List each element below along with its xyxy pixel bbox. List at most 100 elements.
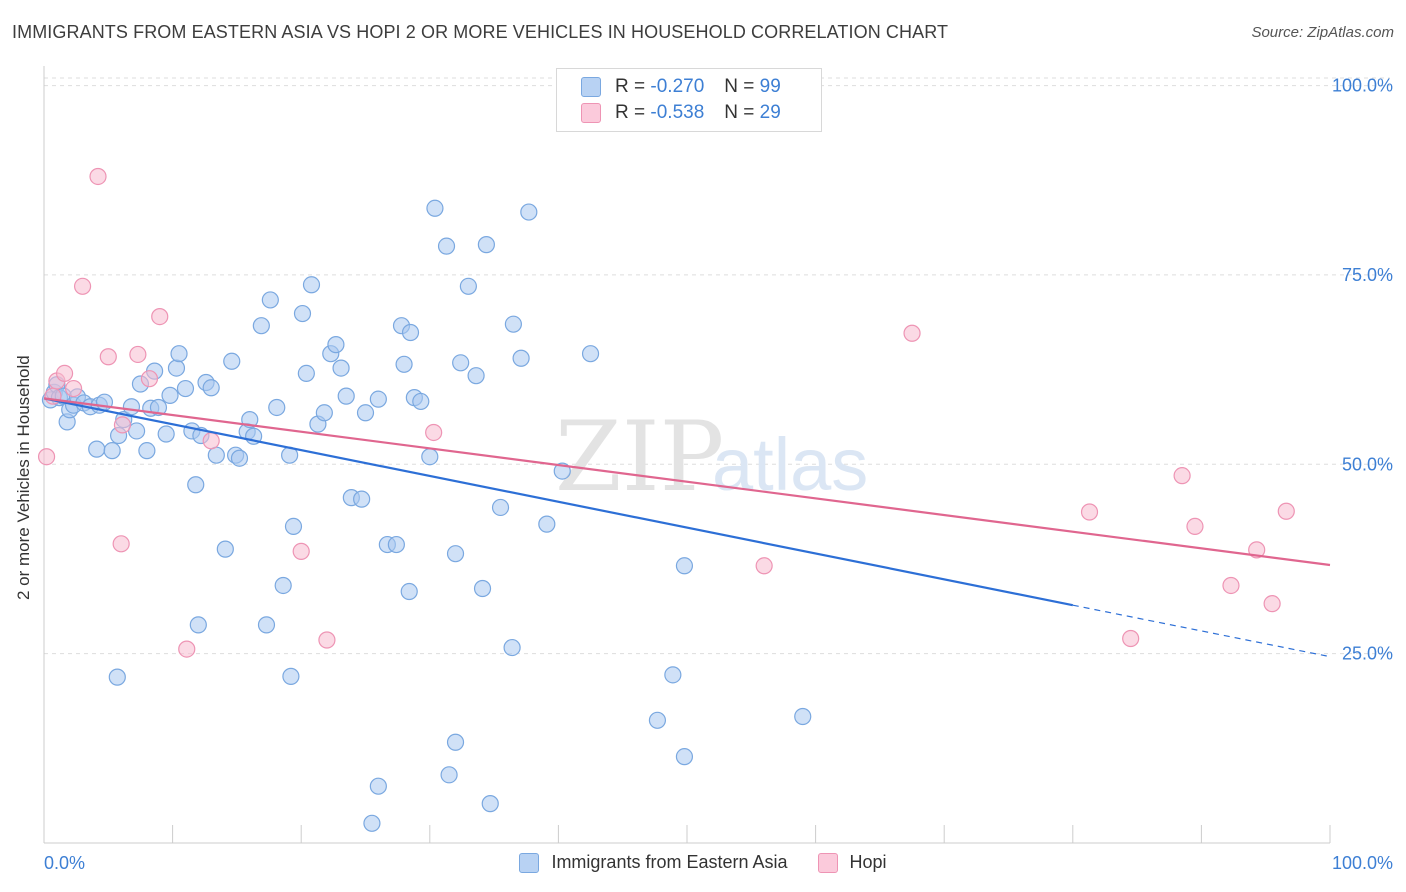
eastern-asia-point <box>332 359 350 377</box>
eastern-asia-point <box>230 449 249 467</box>
eastern-asia-point <box>675 557 694 575</box>
hopi-point <box>1277 502 1295 520</box>
eastern-asia-point <box>387 535 405 554</box>
eastern-asia-point <box>187 476 205 494</box>
eastern-asia-point <box>437 237 456 255</box>
hopi-point <box>113 416 132 434</box>
eastern-asia-point <box>315 404 333 422</box>
eastern-asia-point <box>452 354 470 372</box>
eastern-asia-point <box>369 390 387 408</box>
eastern-asia-point <box>337 387 355 405</box>
hopi-point <box>37 448 56 466</box>
eastern-asia-point <box>400 582 418 601</box>
eastern-asia-point <box>261 291 279 309</box>
hopi-trend-line <box>43 397 1331 567</box>
hopi-point <box>64 379 83 398</box>
eastern-asia-point <box>161 386 179 404</box>
hopi-point <box>1080 503 1099 521</box>
hopi-point <box>318 631 336 649</box>
series-swatch-blue <box>519 852 540 873</box>
source-label: Source: ZipAtlas.com <box>1251 24 1394 41</box>
hopi-point <box>292 542 310 560</box>
y-tick-label: 100.0% <box>1332 76 1393 96</box>
hopi-point <box>425 423 443 442</box>
eastern-asia-point <box>223 352 241 370</box>
eastern-asia-point <box>503 638 521 657</box>
series-swatch-pink <box>817 852 838 873</box>
eastern-asia-point <box>293 304 312 323</box>
eastern-asia-point <box>149 398 168 417</box>
eastern-asia-point <box>520 203 538 221</box>
hopi-point <box>140 370 159 388</box>
legend-r-value: -0.270 <box>650 76 705 97</box>
eastern-asia-point <box>170 345 188 363</box>
eastern-asia-point <box>327 336 345 354</box>
eastern-asia-point <box>122 398 141 416</box>
eastern-asia-point <box>512 349 530 367</box>
eastern-asia-point <box>481 795 499 813</box>
legend-swatch-blue <box>581 77 601 97</box>
legend-n-label: N = <box>724 76 755 97</box>
eastern-asia-point <box>216 540 234 558</box>
eastern-asia-point <box>127 422 146 440</box>
eastern-asia-trend-line <box>43 397 1074 607</box>
y-tick-label: 25.0% <box>1342 644 1393 664</box>
grid-lines <box>44 77 1390 655</box>
eastern-asia-point <box>274 576 292 595</box>
hopi-point <box>903 324 921 342</box>
series-legend-label: Hopi <box>849 852 887 872</box>
eastern-asia-point <box>257 616 276 634</box>
x-tick-label: 0.0% <box>44 853 85 873</box>
eastern-asia-point <box>401 323 420 342</box>
eastern-asia-point <box>157 425 175 443</box>
hopi-point <box>73 277 92 295</box>
series-legend: Immigrants from Eastern Asia Hopi <box>0 852 1406 873</box>
hopi-point <box>129 345 147 364</box>
legend-n-value: 99 <box>759 76 781 97</box>
legend-n-label: N = <box>724 102 755 123</box>
eastern-asia-point <box>426 199 444 217</box>
eastern-asia-point <box>369 777 387 795</box>
series-legend-item-pink: Hopi <box>817 852 887 873</box>
legend-r-label: R = <box>615 76 646 97</box>
hopi-point <box>151 307 169 326</box>
hopi-point <box>99 348 117 366</box>
hopi-point <box>202 432 220 450</box>
hopi-point <box>1186 517 1204 535</box>
eastern-asia-point <box>356 404 375 422</box>
eastern-asia-point <box>581 345 600 363</box>
eastern-asia-point <box>473 579 492 598</box>
eastern-asia-point <box>538 515 556 533</box>
trend-lines <box>43 397 1331 658</box>
zipatlas-watermark: ZIP atlas <box>555 401 868 513</box>
eastern-asia-point <box>207 446 225 464</box>
legend-r-label: R = <box>615 102 646 123</box>
hopi-point <box>1122 629 1140 648</box>
eastern-asia-point <box>88 440 106 458</box>
eastern-asia-point <box>467 367 485 385</box>
eastern-asia-point <box>446 545 465 563</box>
tick-labels: 25.0% 50.0% 75.0% 100.0% 0.0% 100.0% <box>44 76 1393 873</box>
eastern-asia-point <box>297 364 315 382</box>
eastern-asia-point <box>675 748 694 766</box>
hopi-point <box>112 535 130 553</box>
eastern-asia-point <box>268 398 286 417</box>
legend-n-value: 29 <box>759 102 781 123</box>
watermark-atlas: atlas <box>712 423 868 506</box>
eastern-asia-point <box>252 317 270 335</box>
eastern-asia-point <box>302 276 321 294</box>
eastern-asia-point <box>648 711 667 729</box>
eastern-asia-point <box>491 498 510 517</box>
hopi-point <box>1222 576 1240 595</box>
series-legend-item-blue: Immigrants from Eastern Asia <box>519 852 788 873</box>
eastern-asia-point <box>477 236 495 254</box>
eastern-asia-point <box>363 814 381 832</box>
eastern-asia-point <box>176 379 195 398</box>
eastern-asia-point <box>284 517 303 535</box>
eastern-asia-point <box>108 668 126 686</box>
eastern-asia-point <box>421 448 439 466</box>
hopi-point <box>178 640 196 658</box>
eastern-asia-point <box>353 490 371 508</box>
eastern-asia-point <box>440 766 458 784</box>
